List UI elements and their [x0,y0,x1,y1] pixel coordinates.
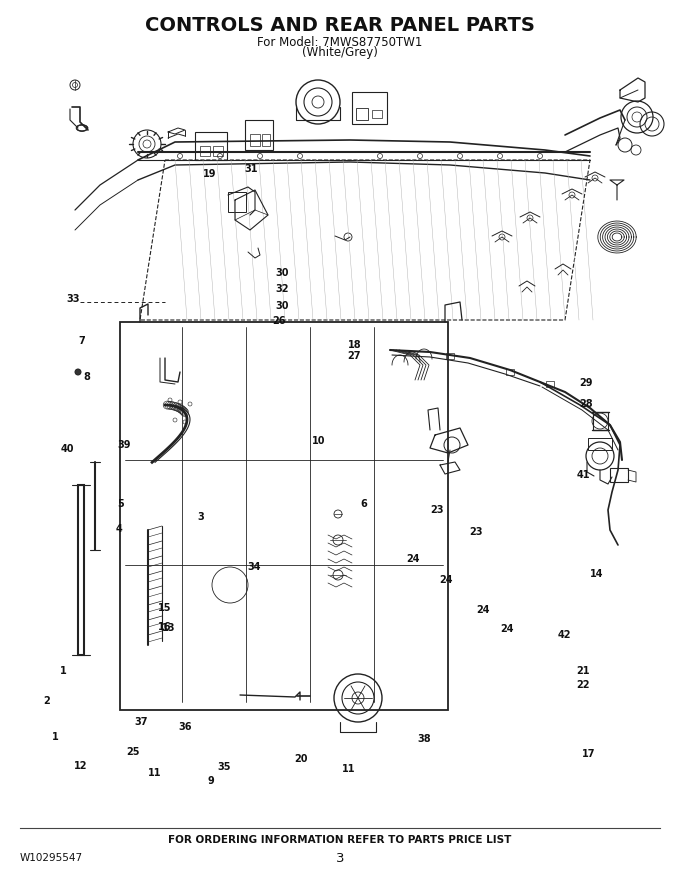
Circle shape [75,369,81,375]
Bar [372,110,382,118]
Text: 3: 3 [336,852,344,864]
Text: 4: 4 [116,524,122,534]
Text: 28: 28 [579,399,593,409]
Text: 23: 23 [469,526,483,537]
Text: 42: 42 [558,630,571,641]
Text: 24: 24 [500,624,513,634]
Bar [506,369,514,375]
Text: 29: 29 [579,378,593,388]
Text: 16: 16 [158,621,171,632]
Text: 2: 2 [43,696,50,707]
Bar [356,108,368,120]
Text: FOR ORDERING INFORMATION REFER TO PARTS PRICE LIST: FOR ORDERING INFORMATION REFER TO PARTS … [169,835,511,845]
Text: 9: 9 [207,776,214,787]
Text: 22: 22 [577,679,590,690]
Bar [610,468,628,482]
Bar [228,192,246,212]
Text: 30: 30 [275,268,289,278]
Text: For Model: 7MWS87750TW1: For Model: 7MWS87750TW1 [257,35,423,48]
Bar [120,322,448,710]
Text: 32: 32 [275,283,289,294]
Text: 3: 3 [197,512,204,523]
Text: 13: 13 [162,623,175,634]
Text: 37: 37 [134,717,148,728]
Bar [78,485,84,655]
Bar [588,438,612,450]
Bar [200,146,210,156]
Text: 21: 21 [577,666,590,677]
Text: 14: 14 [590,568,604,579]
Text: 8: 8 [83,371,90,382]
Text: 24: 24 [439,575,453,585]
Text: 36: 36 [178,722,192,732]
Text: 15: 15 [158,603,171,613]
Text: 7: 7 [78,336,85,347]
Text: 35: 35 [218,762,231,773]
Text: 26: 26 [272,316,286,326]
Text: W10295547: W10295547 [20,853,83,863]
Text: 18: 18 [347,340,361,350]
Text: 5: 5 [118,499,124,510]
Text: 10: 10 [311,436,325,446]
Text: 11: 11 [148,767,162,778]
Bar [195,132,227,160]
Bar [546,381,554,387]
Text: 31: 31 [245,164,258,174]
Bar [213,146,223,156]
Text: 27: 27 [347,351,360,362]
Text: 39: 39 [117,440,131,451]
Bar [446,353,454,359]
Text: 20: 20 [294,753,308,764]
Text: 38: 38 [418,734,431,744]
Text: 1: 1 [60,665,67,676]
Text: 34: 34 [248,561,261,572]
Text: 23: 23 [430,505,444,516]
Text: (White/Grey): (White/Grey) [302,46,378,58]
Text: CONTROLS AND REAR PANEL PARTS: CONTROLS AND REAR PANEL PARTS [145,16,535,34]
Text: 24: 24 [476,605,490,615]
Bar [245,120,273,150]
Text: 41: 41 [577,470,590,480]
Bar [352,92,387,124]
Text: 11: 11 [342,764,356,774]
Text: 6: 6 [360,499,367,510]
Text: 12: 12 [73,761,87,772]
Text: 1: 1 [52,732,59,743]
Text: 40: 40 [61,444,74,454]
Text: 17: 17 [581,749,595,759]
Text: 19: 19 [203,169,216,180]
Bar [262,134,270,146]
Text: 24: 24 [407,554,420,564]
Text: 33: 33 [67,294,80,304]
Text: 30: 30 [275,301,289,312]
Text: 25: 25 [126,747,140,758]
Bar [250,134,260,146]
